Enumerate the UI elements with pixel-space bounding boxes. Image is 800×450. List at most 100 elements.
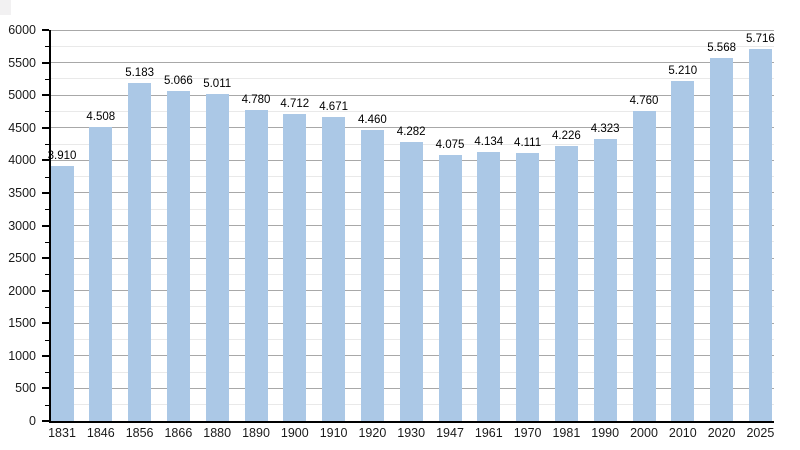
bar (554, 145, 578, 421)
bar-value-label: 5.716 (746, 32, 775, 45)
bar (632, 110, 656, 421)
bar-value-label: 4.323 (590, 123, 620, 136)
x-tick-label: 1990 (591, 426, 620, 440)
bar-value-label: 4.671 (319, 100, 348, 113)
y-axis-tick (45, 404, 49, 406)
y-axis-tick (45, 306, 49, 308)
x-tick-label: 1930 (397, 426, 426, 440)
y-axis-tick (42, 94, 49, 97)
x-tick-label: 1900 (280, 426, 309, 440)
bar (205, 94, 229, 421)
x-tick-label: 1866 (164, 426, 193, 440)
y-axis-tick (42, 29, 49, 31)
x-tick-label: 1970 (513, 426, 542, 440)
y-axis-tick (42, 289, 49, 292)
bar-value-label: 5.210 (668, 65, 698, 78)
bar (477, 151, 501, 421)
y-axis-tick (45, 111, 49, 113)
bar (360, 130, 384, 421)
y-axis-tick (42, 387, 49, 390)
gridline-major (51, 94, 774, 96)
y-axis-tick (45, 78, 49, 80)
x-tick-label: 1961 (474, 426, 503, 440)
y-axis-tick (45, 46, 49, 48)
x-tick-label: 1890 (242, 426, 270, 440)
y-axis-tick (42, 257, 49, 260)
bar (748, 48, 772, 421)
bar-value-label: 4.460 (358, 114, 387, 127)
y-tick-label: 1500 (8, 316, 36, 331)
y-tick-label: 5500 (8, 55, 36, 70)
gridline-minor (51, 110, 774, 112)
bar-value-label: 4.111 (514, 137, 542, 150)
y-axis-tick (42, 420, 49, 422)
y-tick-label: 2000 (8, 283, 36, 298)
y-tick-label: 4500 (8, 120, 36, 135)
bar (516, 153, 540, 421)
plot-area (42, 29, 774, 423)
y-axis-tick (45, 339, 49, 341)
y-tick-label: 0 (29, 414, 36, 428)
x-tick-label: 1947 (436, 426, 464, 440)
gridline-major (51, 29, 774, 31)
y-tick-label: 2500 (8, 251, 36, 266)
bar-value-label: 4.134 (474, 135, 504, 148)
bar (244, 109, 268, 421)
y-axis-tick (42, 126, 49, 129)
y-axis-tick (42, 61, 49, 64)
y-tick-label: 1000 (8, 348, 36, 363)
y-axis-tick (45, 144, 49, 146)
x-tick-label: 1880 (203, 426, 232, 440)
bar-value-label: 4.780 (241, 93, 271, 106)
x-tick-label: 2010 (668, 426, 697, 440)
bar-value-label: 5.011 (203, 78, 232, 91)
y-tick-label: 5000 (8, 88, 36, 103)
x-tick-label: 1981 (552, 426, 581, 440)
x-tick-label: 2020 (707, 426, 736, 440)
top-left-artifact (0, 0, 11, 15)
y-axis-tick (42, 224, 49, 227)
y-axis-tick (42, 191, 49, 194)
bar-value-label: 4.075 (435, 139, 465, 152)
bar-value-label: 5.183 (125, 67, 154, 80)
y-tick-label: 3500 (8, 185, 36, 200)
bar (593, 139, 617, 421)
bar (710, 58, 734, 421)
bar-value-label: 4.282 (396, 125, 426, 138)
x-tick-label: 2025 (746, 426, 775, 440)
y-tick-label: 3000 (8, 218, 36, 233)
x-tick-label: 1831 (48, 426, 76, 440)
y-axis-tick (42, 159, 49, 162)
bar (322, 116, 346, 421)
y-axis-tick (42, 322, 49, 325)
gridline-minor (51, 45, 774, 47)
bar (50, 166, 74, 421)
bar (283, 113, 307, 421)
bar (89, 127, 113, 421)
y-axis-tick (45, 274, 49, 276)
y-tick-label: 4000 (8, 153, 36, 168)
bar (671, 81, 695, 421)
y-axis-tick (45, 241, 49, 243)
bar-value-label: 4.226 (552, 129, 581, 142)
bar (166, 90, 190, 421)
x-tick-label: 2000 (630, 426, 658, 440)
bar-value-label: 4.760 (629, 94, 659, 107)
y-axis-tick (45, 209, 49, 211)
gridline-minor (51, 78, 774, 80)
y-axis-tick (42, 354, 49, 357)
bar-value-label: 5.066 (164, 74, 193, 87)
bar-value-label: 5.568 (707, 42, 736, 55)
bar-value-label: 3.910 (47, 150, 77, 163)
bar-value-label: 4.712 (280, 97, 310, 110)
y-axis-tick (45, 176, 49, 178)
bar (399, 141, 423, 421)
y-tick-label: 6000 (8, 23, 36, 37)
bar-value-label: 4.508 (86, 111, 116, 124)
x-tick-label: 1856 (125, 426, 154, 440)
x-tick-label: 1920 (358, 426, 387, 440)
x-tick-label: 1910 (319, 426, 348, 440)
gridline-major (51, 62, 774, 64)
y-axis-tick (45, 372, 49, 374)
